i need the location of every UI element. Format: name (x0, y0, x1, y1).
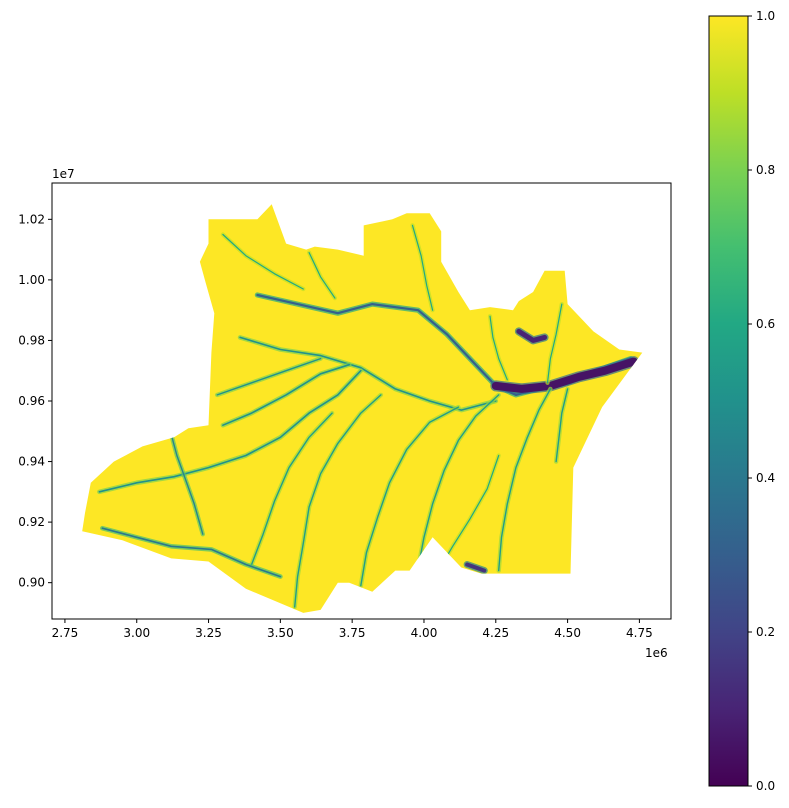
y-tick-label: 1.02 (18, 212, 45, 226)
x-axis: 2.75 3.00 3.25 3.50 3.75 4.00 4.25 4.50 4.75 (52, 619, 653, 640)
colorbar-gradient (709, 16, 748, 786)
x-tick-label: 2.75 (52, 626, 79, 640)
colorbar-frame (708, 15, 749, 787)
river-channels (97, 223, 640, 610)
river-channel (498, 388, 552, 572)
colorbar-tick-label: 0.6 (756, 317, 775, 331)
colorbar-tick-label: 0.2 (756, 625, 775, 639)
x-tick-label: 3.75 (339, 626, 366, 640)
river-channel (546, 303, 563, 384)
y-axis: 0.90 0.92 0.94 0.96 0.98 1.00 1.02 (18, 212, 52, 590)
y-tick-label: 0.94 (18, 455, 45, 469)
river-channel (294, 394, 382, 608)
river-channel (489, 315, 508, 381)
x-tick-label: 4.00 (411, 626, 438, 640)
x-tick-label: 3.50 (267, 626, 294, 640)
x-tick-label: 3.00 (123, 626, 150, 640)
colorbar-ticks: 0.0 0.2 0.4 0.6 0.8 1.0 (748, 9, 775, 793)
y-tick-label: 0.92 (18, 515, 45, 529)
colorbar-tick-label: 0.4 (756, 471, 775, 485)
region-shape (82, 204, 643, 613)
river-channel (417, 394, 500, 569)
river-channel (411, 224, 434, 311)
river-channel (465, 562, 487, 573)
y-offset-label: 1e7 (52, 167, 75, 181)
map-axes: 2.75 3.00 3.25 3.50 3.75 4.00 4.25 4.50 4.75 0.9… (18, 167, 672, 660)
y-tick-label: 0.98 (18, 333, 45, 347)
river-channel (222, 233, 304, 290)
river-channel (250, 412, 333, 566)
colorbar-tick-label: 1.0 (756, 9, 775, 23)
colorbar-tick-label: 0.0 (756, 779, 775, 793)
y-tick-label: 1.00 (18, 273, 45, 287)
river-channel (360, 406, 460, 587)
river-channel (98, 369, 362, 493)
x-tick-label: 4.25 (482, 626, 509, 640)
river-channel (516, 328, 548, 343)
colorbar: 0.0 0.2 0.4 0.6 0.8 1.0 (708, 9, 775, 793)
x-tick-label: 3.25 (195, 626, 222, 640)
river-channel (308, 252, 336, 299)
river-channel (491, 357, 638, 393)
x-tick-label: 4.75 (626, 626, 653, 640)
x-offset-label: 1e6 (645, 646, 668, 660)
river-channel (222, 363, 351, 427)
y-tick-label: 0.90 (18, 576, 45, 590)
y-tick-label: 0.96 (18, 394, 45, 408)
river-channel (216, 357, 322, 396)
river-channel (555, 388, 569, 463)
river-channel (170, 433, 204, 535)
map-layer (82, 204, 643, 613)
x-tick-label: 4.50 (554, 626, 581, 640)
river-channel (101, 527, 282, 578)
colorbar-tick-label: 0.8 (756, 163, 775, 177)
